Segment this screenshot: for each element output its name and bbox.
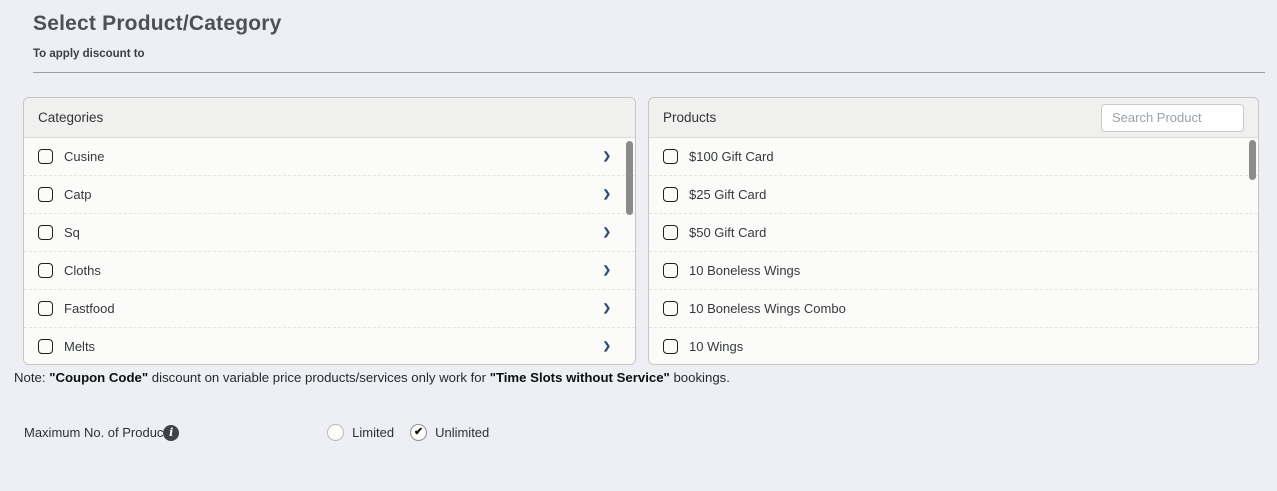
category-label: Fastfood: [64, 301, 115, 316]
radio-option-limited[interactable]: Limited: [327, 424, 394, 441]
note-time-slots: "Time Slots without Service": [489, 370, 670, 385]
chevron-right-icon[interactable]: ❯: [602, 150, 611, 162]
category-checkbox[interactable]: [38, 149, 53, 164]
max-products-label: Maximum No. of Products:: [24, 425, 178, 440]
note-suffix: bookings.: [669, 370, 730, 385]
note-coupon-code: "Coupon Code": [49, 370, 149, 385]
products-list: $100 Gift Card $25 Gift Card $50 Gift Ca…: [649, 138, 1258, 364]
note-prefix: Note:: [14, 370, 50, 385]
product-checkbox[interactable]: [663, 187, 678, 202]
category-row[interactable]: Melts ❯: [24, 328, 635, 364]
radio-unlimited-label: Unlimited: [435, 425, 490, 440]
search-product-input[interactable]: [1101, 103, 1244, 132]
product-checkbox[interactable]: [663, 225, 678, 240]
categories-scrollbar-thumb[interactable]: [626, 141, 633, 215]
product-label: $100 Gift Card: [689, 149, 774, 164]
categories-panel-header: Categories: [24, 98, 635, 138]
category-row[interactable]: Sq ❯: [24, 214, 635, 252]
category-label: Melts: [64, 339, 96, 354]
categories-list: Cusine ❯ Catp ❯ Sq ❯ Cloths ❯ Fastfood ❯…: [24, 138, 635, 364]
note-text: Note: "Coupon Code" discount on variable…: [14, 370, 730, 385]
products-panel-title: Products: [663, 110, 717, 125]
category-row[interactable]: Catp ❯: [24, 176, 635, 214]
product-label: $50 Gift Card: [689, 225, 767, 240]
products-panel-header: Products: [649, 98, 1258, 138]
note-middle: discount on variable price products/serv…: [148, 370, 490, 385]
radio-option-unlimited[interactable]: ✔ Unlimited: [410, 424, 489, 441]
products-scrollbar-thumb[interactable]: [1249, 140, 1256, 180]
max-products-row: Maximum No. of Products: i Limited ✔ Unl…: [24, 424, 489, 441]
chevron-right-icon[interactable]: ❯: [602, 226, 611, 238]
product-row[interactable]: 10 Boneless Wings: [649, 252, 1258, 290]
category-checkbox[interactable]: [38, 187, 53, 202]
category-label: Cloths: [64, 263, 101, 278]
page-title: Select Product/Category: [33, 12, 282, 35]
category-row[interactable]: Fastfood ❯: [24, 290, 635, 328]
product-row[interactable]: $100 Gift Card: [649, 138, 1258, 176]
category-row[interactable]: Cloths ❯: [24, 252, 635, 290]
chevron-right-icon[interactable]: ❯: [602, 188, 611, 200]
max-products-radio-group: Limited ✔ Unlimited: [327, 424, 489, 441]
product-row[interactable]: $25 Gift Card: [649, 176, 1258, 214]
product-label: 10 Boneless Wings Combo: [689, 301, 846, 316]
chevron-right-icon[interactable]: ❯: [602, 264, 611, 276]
product-row[interactable]: 10 Wings: [649, 328, 1258, 364]
category-label: Sq: [64, 225, 80, 240]
radio-unlimited[interactable]: ✔: [410, 424, 428, 441]
product-row[interactable]: $50 Gift Card: [649, 214, 1258, 252]
categories-panel: Categories Cusine ❯ Catp ❯ Sq ❯ Cloths ❯…: [23, 97, 636, 365]
chevron-right-icon[interactable]: ❯: [602, 302, 611, 314]
products-panel: Products $100 Gift Card $25 Gift Card $5…: [648, 97, 1259, 365]
category-row[interactable]: Cusine ❯: [24, 138, 635, 176]
chevron-right-icon[interactable]: ❯: [602, 340, 611, 352]
product-checkbox[interactable]: [663, 301, 678, 316]
product-checkbox[interactable]: [663, 263, 678, 278]
product-checkbox[interactable]: [663, 149, 678, 164]
radio-limited[interactable]: [327, 424, 345, 441]
categories-panel-title: Categories: [38, 110, 104, 125]
check-icon: ✔: [413, 426, 424, 438]
product-label: 10 Wings: [689, 339, 744, 354]
product-label: $25 Gift Card: [689, 187, 767, 202]
category-label: Cusine: [64, 149, 105, 164]
product-checkbox[interactable]: [663, 339, 678, 354]
category-checkbox[interactable]: [38, 263, 53, 278]
header-divider: [33, 72, 1265, 73]
radio-limited-label: Limited: [352, 425, 395, 440]
page-subtitle: To apply discount to: [33, 48, 145, 60]
category-checkbox[interactable]: [38, 301, 53, 316]
category-checkbox[interactable]: [38, 339, 53, 354]
info-icon[interactable]: i: [163, 424, 180, 441]
category-label: Catp: [64, 187, 92, 202]
product-row[interactable]: 10 Boneless Wings Combo: [649, 290, 1258, 328]
category-checkbox[interactable]: [38, 225, 53, 240]
product-label: 10 Boneless Wings: [689, 263, 801, 278]
